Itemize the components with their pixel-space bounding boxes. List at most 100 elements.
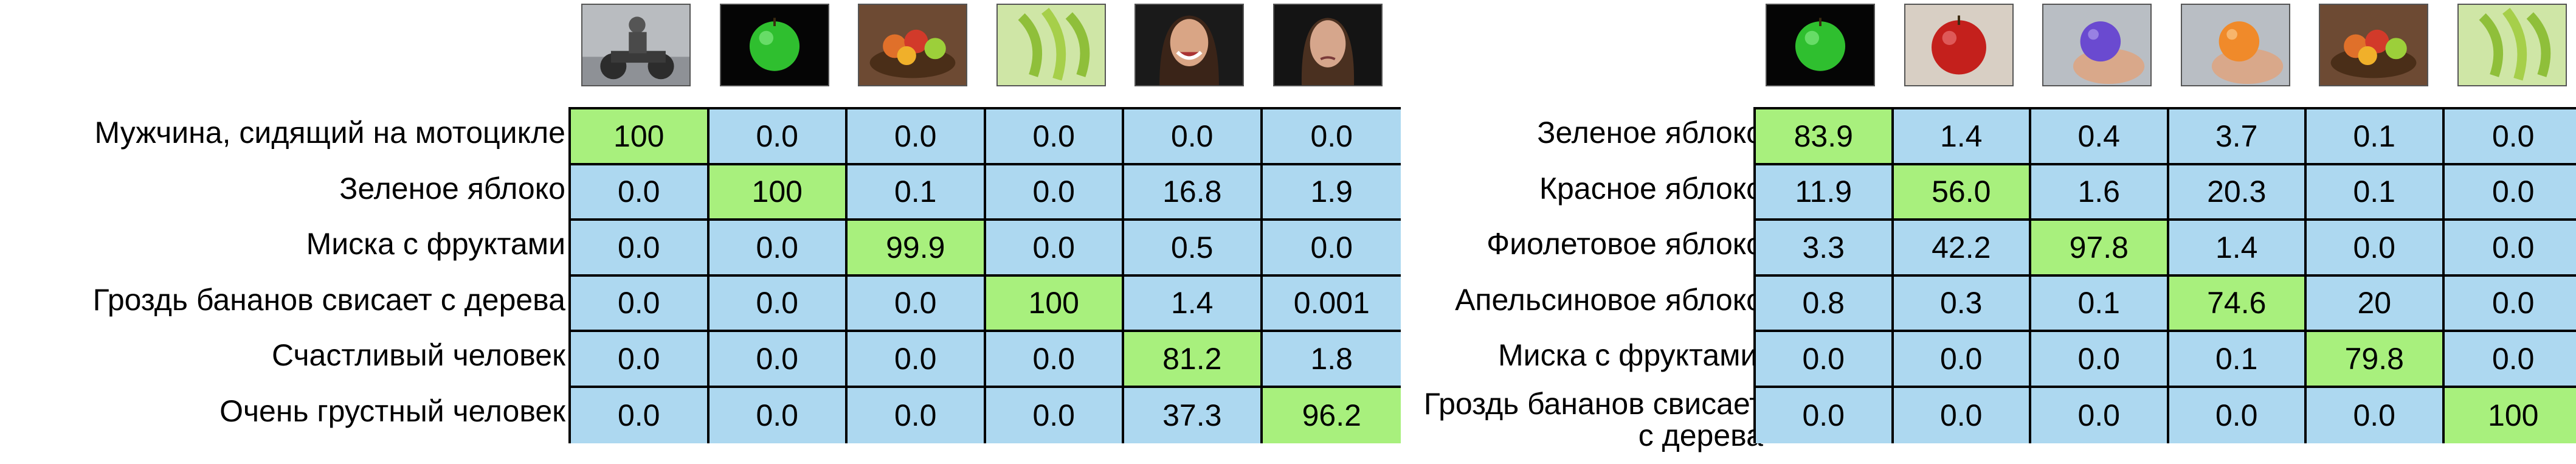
heatmap-cell: 0.4 — [2031, 109, 2169, 165]
row-label: Апельсиновое яблоко — [1455, 282, 1763, 317]
heatmap-cell: 1.4 — [2169, 221, 2307, 277]
thumbnail-fruit-bowl — [858, 4, 967, 86]
heatmap-cell: 0.0 — [986, 165, 1124, 221]
heatmap-cell: 37.3 — [1124, 387, 1263, 443]
heatmap-cell: 1.9 — [1262, 165, 1401, 221]
heatmap-cell: 0.0 — [2444, 332, 2576, 388]
heatmap-cell: 0.0 — [1756, 332, 1894, 388]
heatmap-cell: 100 — [709, 165, 848, 221]
heatmap-cell: 99.9 — [848, 221, 986, 277]
heatmap-cell: 0.0 — [986, 387, 1124, 443]
heatmap-cell: 20 — [2307, 276, 2445, 332]
thumbnail-fruit-bowl — [2319, 4, 2428, 86]
heatmap-cell: 0.0 — [1262, 221, 1401, 277]
thumbnail-bananas — [2457, 4, 2567, 86]
heatmap-cell: 97.8 — [2031, 221, 2169, 277]
row-label: Мужчина, сидящий на мотоцикле — [94, 116, 565, 150]
heatmap-cell: 0.1 — [2169, 332, 2307, 388]
thumbnail-purple-apple — [2042, 4, 2152, 86]
row-label: Зеленое яблоко — [339, 171, 565, 206]
heatmap-cell: 74.6 — [2169, 276, 2307, 332]
row-label: Гроздь бананов свисает с дерева — [92, 282, 565, 317]
heatmap-cell: 1.6 — [2031, 165, 2169, 221]
row-label: Фиолетовое яблоко — [1487, 227, 1763, 261]
left-heatmap-grid: 100 0.0 0.0 0.0 0.0 0.0 0.0 100 0.1 0.0 16.8 1.9 0.0… — [568, 107, 1401, 443]
heatmap-cell: 11.9 — [1756, 165, 1894, 221]
thumbnail-motorcycle-rider — [581, 4, 691, 86]
heatmap-cell: 0.0 — [571, 221, 710, 277]
heatmap-cell: 0.0 — [848, 109, 986, 165]
heatmap-cell: 0.0 — [709, 276, 848, 332]
thumbnail-bananas — [996, 4, 1106, 86]
heatmap-cell: 0.0 — [986, 332, 1124, 388]
heatmap-cell: 0.8 — [1756, 276, 1894, 332]
heatmap-cell: 0.0 — [571, 387, 710, 443]
heatmap-cell: 100 — [2444, 387, 2576, 443]
heatmap-cell: 0.1 — [2307, 165, 2445, 221]
row-label: Счастливый человек — [271, 338, 565, 372]
heatmap-cell: 0.0 — [1893, 387, 2031, 443]
thumbnail-happy-woman — [1134, 4, 1244, 86]
heatmap-cell: 0.0 — [848, 332, 986, 388]
thumbnail-green-apple — [719, 4, 829, 86]
heatmap-cell: 81.2 — [1124, 332, 1263, 388]
row-label: Красное яблоко — [1539, 171, 1763, 206]
heatmap-cell: 96.2 — [1262, 387, 1401, 443]
heatmap-cell: 0.0 — [1262, 109, 1401, 165]
heatmap-cell: 0.0 — [2307, 387, 2445, 443]
heatmap-cell: 0.0 — [1756, 387, 1894, 443]
heatmap-cell: 0.0 — [571, 332, 710, 388]
right-heatmap-panel: Зеленое яблоко Красное яблоко Фиолетовое я… — [1386, 0, 2576, 464]
heatmap-cell: 1.4 — [1124, 276, 1263, 332]
heatmap-cell: 0.0 — [848, 387, 986, 443]
heatmap-cell: 0.5 — [1124, 221, 1263, 277]
heatmap-cell: 0.0 — [709, 221, 848, 277]
heatmap-cell: 79.8 — [2307, 332, 2445, 388]
heatmap-cell: 0.0 — [986, 221, 1124, 277]
heatmap-cell: 1.4 — [1893, 109, 2031, 165]
heatmap-cell: 0.0 — [571, 276, 710, 332]
thumbnail-green-apple — [1766, 4, 1875, 86]
heatmap-cell: 0.0 — [2444, 109, 2576, 165]
heatmap-cell: 0.0 — [848, 276, 986, 332]
heatmap-cell: 0.0 — [709, 109, 848, 165]
heatmap-cell: 0.0 — [986, 109, 1124, 165]
left-heatmap-panel: Мужчина, сидящий на мотоцикле Зеленое ябл… — [92, 4, 1401, 443]
row-label: Очень грустный человек — [219, 393, 565, 428]
heatmap-cell: 0.0 — [2169, 387, 2307, 443]
heatmap-cell: 0.0 — [2444, 165, 2576, 221]
heatmap-cell: 0.3 — [1893, 276, 2031, 332]
heatmap-cell: 0.0 — [2444, 221, 2576, 277]
heatmap-cell: 0.0 — [2031, 332, 2169, 388]
heatmap-cell: 56.0 — [1893, 165, 2031, 221]
heatmap-cell: 0.0 — [1893, 332, 2031, 388]
row-label: Зеленое яблоко — [1537, 116, 1763, 150]
heatmap-cell: 0.0 — [1124, 109, 1263, 165]
heatmap-cell: 0.0 — [709, 387, 848, 443]
heatmap-cell: 3.7 — [2169, 109, 2307, 165]
heatmap-cell: 100 — [986, 276, 1124, 332]
heatmap-cell: 20.3 — [2169, 165, 2307, 221]
heatmap-cell: 3.3 — [1756, 221, 1894, 277]
right-heatmap-grid: 83.9 1.4 0.4 3.7 0.1 0.0 11.9 56.0 1.6 20.3 0.1 0.0… — [1753, 107, 2576, 443]
row-label: Миска с фруктами — [306, 227, 565, 261]
heatmap-cell: 0.1 — [848, 165, 986, 221]
heatmap-cell: 100 — [571, 109, 710, 165]
heatmap-cell: 83.9 — [1756, 109, 1894, 165]
heatmap-cell: 0.0 — [709, 332, 848, 388]
thumbnail-orange-apple — [2180, 4, 2290, 86]
row-label: Гроздь бананов свисает с дерева — [1423, 386, 1763, 452]
heatmap-cell: 0.0 — [2031, 387, 2169, 443]
thumbnail-sad-woman — [1272, 4, 1383, 86]
heatmap-cell: 0.1 — [2307, 109, 2445, 165]
heatmap-cell: 0.0 — [2444, 276, 2576, 332]
heatmap-cell: 0.0 — [2307, 221, 2445, 277]
row-label: Миска с фруктами' — [1498, 338, 1763, 372]
heatmap-cell: 1.8 — [1262, 332, 1401, 388]
thumbnail-red-apple — [1904, 4, 2014, 86]
heatmap-cell: 16.8 — [1124, 165, 1263, 221]
heatmap-cell: 0.001 — [1262, 276, 1401, 332]
heatmap-cell: 42.2 — [1893, 221, 2031, 277]
heatmap-cell: 0.0 — [571, 165, 710, 221]
heatmap-cell: 0.1 — [2031, 276, 2169, 332]
